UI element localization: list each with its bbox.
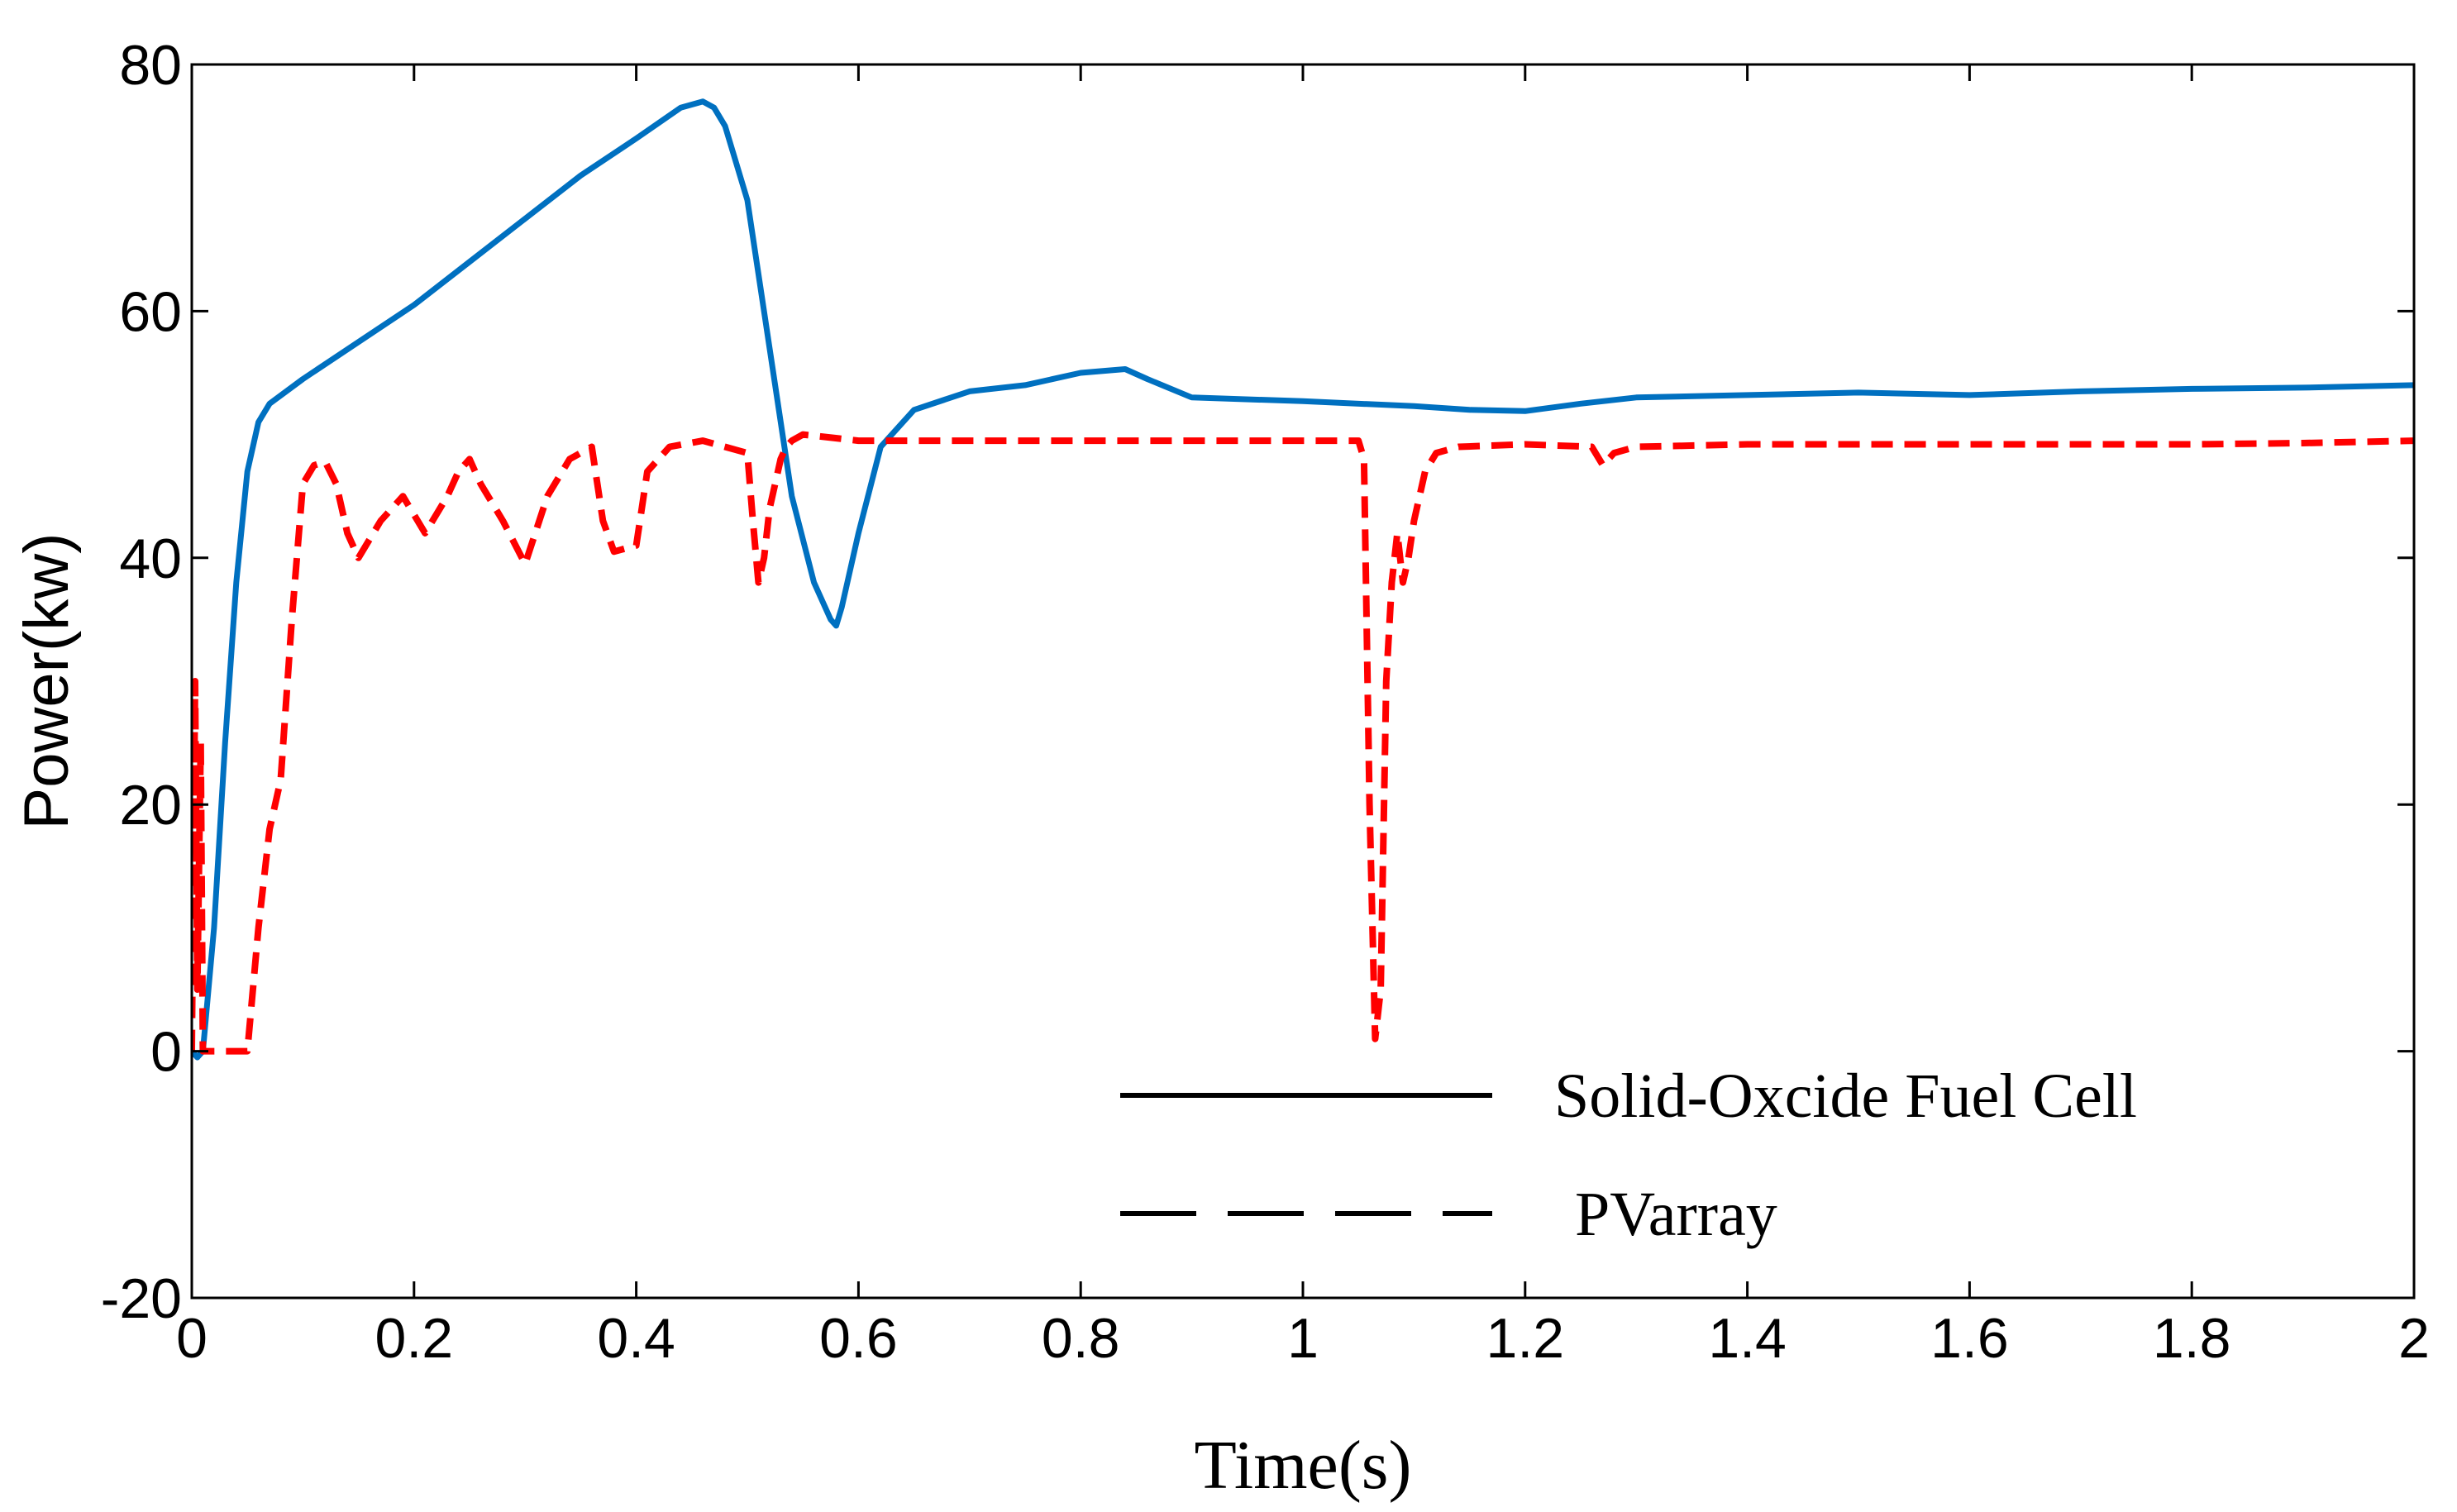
legend-label-solid-oxcide-fuel-cell: Solid-Oxcide Fuel Cell	[1554, 1061, 2137, 1131]
x-axis-title: Time(s)	[1195, 1427, 1412, 1504]
x-tick-label: 0.4	[597, 1307, 675, 1370]
x-tick-label: 0.6	[819, 1307, 898, 1370]
y-tick-label: 60	[119, 280, 182, 343]
ticks-layer	[190, 63, 2416, 1300]
y-axis-title: Power(kw)	[12, 533, 82, 830]
y-tick-label: 0	[150, 1021, 182, 1084]
x-tick-label: 2	[2398, 1307, 2430, 1370]
x-tick-label: 1	[1287, 1307, 1319, 1370]
legend-label-pvarray: PVarray	[1575, 1180, 1777, 1249]
y-tick-label: 20	[119, 774, 182, 837]
legend: Solid-Oxcide Fuel Cell PVarray	[1120, 1061, 2137, 1249]
x-tick-label: 0.2	[375, 1307, 454, 1370]
series-line-pvarray	[192, 431, 2414, 1055]
x-tick-label: 1.6	[1930, 1307, 2009, 1370]
x-tick-label: 1.2	[1486, 1307, 1565, 1370]
y-tick-label: 40	[119, 527, 182, 590]
series-line-solid-oxcide-fuel-cell	[192, 98, 2414, 1061]
x-tick-label: 1.8	[2153, 1307, 2231, 1370]
x-tick-label: 0	[176, 1307, 208, 1370]
y-tick-label: 80	[119, 34, 182, 97]
y-tick-label: -20	[101, 1267, 182, 1330]
series-layer	[192, 98, 2414, 1061]
x-tick-label: 1.4	[1708, 1307, 1787, 1370]
x-tick-label: 0.8	[1042, 1307, 1120, 1370]
